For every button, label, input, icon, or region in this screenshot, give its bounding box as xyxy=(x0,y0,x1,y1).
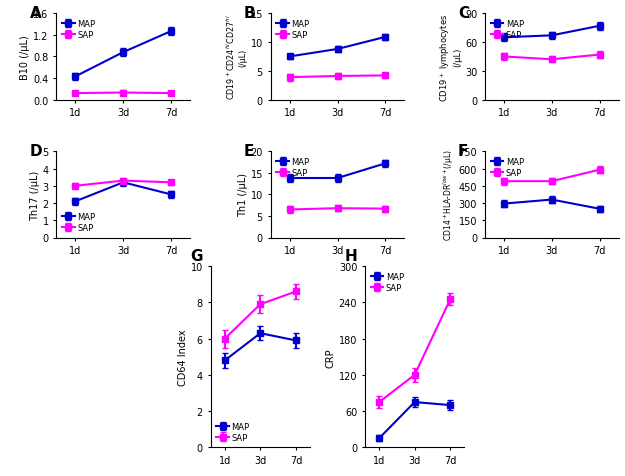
Legend: MAP, SAP: MAP, SAP xyxy=(489,19,526,41)
Legend: MAP, SAP: MAP, SAP xyxy=(215,420,251,443)
Legend: MAP, SAP: MAP, SAP xyxy=(275,19,311,41)
Legend: MAP, SAP: MAP, SAP xyxy=(61,19,97,41)
Legend: MAP, SAP: MAP, SAP xyxy=(489,156,526,179)
Text: C: C xyxy=(458,6,469,20)
Text: A: A xyxy=(29,6,41,20)
Text: G: G xyxy=(191,248,203,263)
Legend: MAP, SAP: MAP, SAP xyxy=(61,211,97,234)
Text: E: E xyxy=(244,143,254,159)
Legend: MAP, SAP: MAP, SAP xyxy=(369,271,406,294)
Text: D: D xyxy=(29,143,42,159)
Y-axis label: B10 (/μL): B10 (/μL) xyxy=(21,35,31,79)
Legend: MAP, SAP: MAP, SAP xyxy=(275,156,311,179)
Text: F: F xyxy=(458,143,468,159)
Text: B: B xyxy=(244,6,256,20)
Y-axis label: CD19$^+$ lymphocytes
(/μL): CD19$^+$ lymphocytes (/μL) xyxy=(438,13,462,101)
Y-axis label: CD19$^+$CD24$^{hi}$CD27$^{hi}$
(/μL): CD19$^+$CD24$^{hi}$CD27$^{hi}$ (/μL) xyxy=(225,15,248,100)
Y-axis label: CD64 Index: CD64 Index xyxy=(178,329,188,385)
Y-axis label: CRP: CRP xyxy=(326,347,336,367)
Y-axis label: Th1 (/μL): Th1 (/μL) xyxy=(238,173,248,217)
Y-axis label: CD14$^+$HLA-DR$^{low+}$(/μL): CD14$^+$HLA-DR$^{low+}$(/μL) xyxy=(441,149,456,241)
Text: H: H xyxy=(345,248,358,263)
Y-axis label: Th17 (/μL): Th17 (/μL) xyxy=(29,170,39,220)
